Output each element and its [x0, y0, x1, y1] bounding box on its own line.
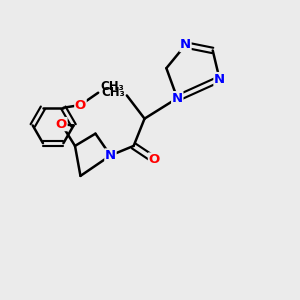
Text: O: O	[75, 98, 86, 112]
Text: O: O	[56, 118, 67, 130]
Text: N: N	[214, 73, 225, 85]
Text: CH₃: CH₃	[100, 80, 124, 93]
Text: N: N	[180, 38, 191, 52]
Text: N: N	[172, 92, 183, 105]
Text: CH₃: CH₃	[101, 86, 125, 99]
Text: N: N	[105, 149, 116, 162]
Text: O: O	[148, 153, 160, 166]
